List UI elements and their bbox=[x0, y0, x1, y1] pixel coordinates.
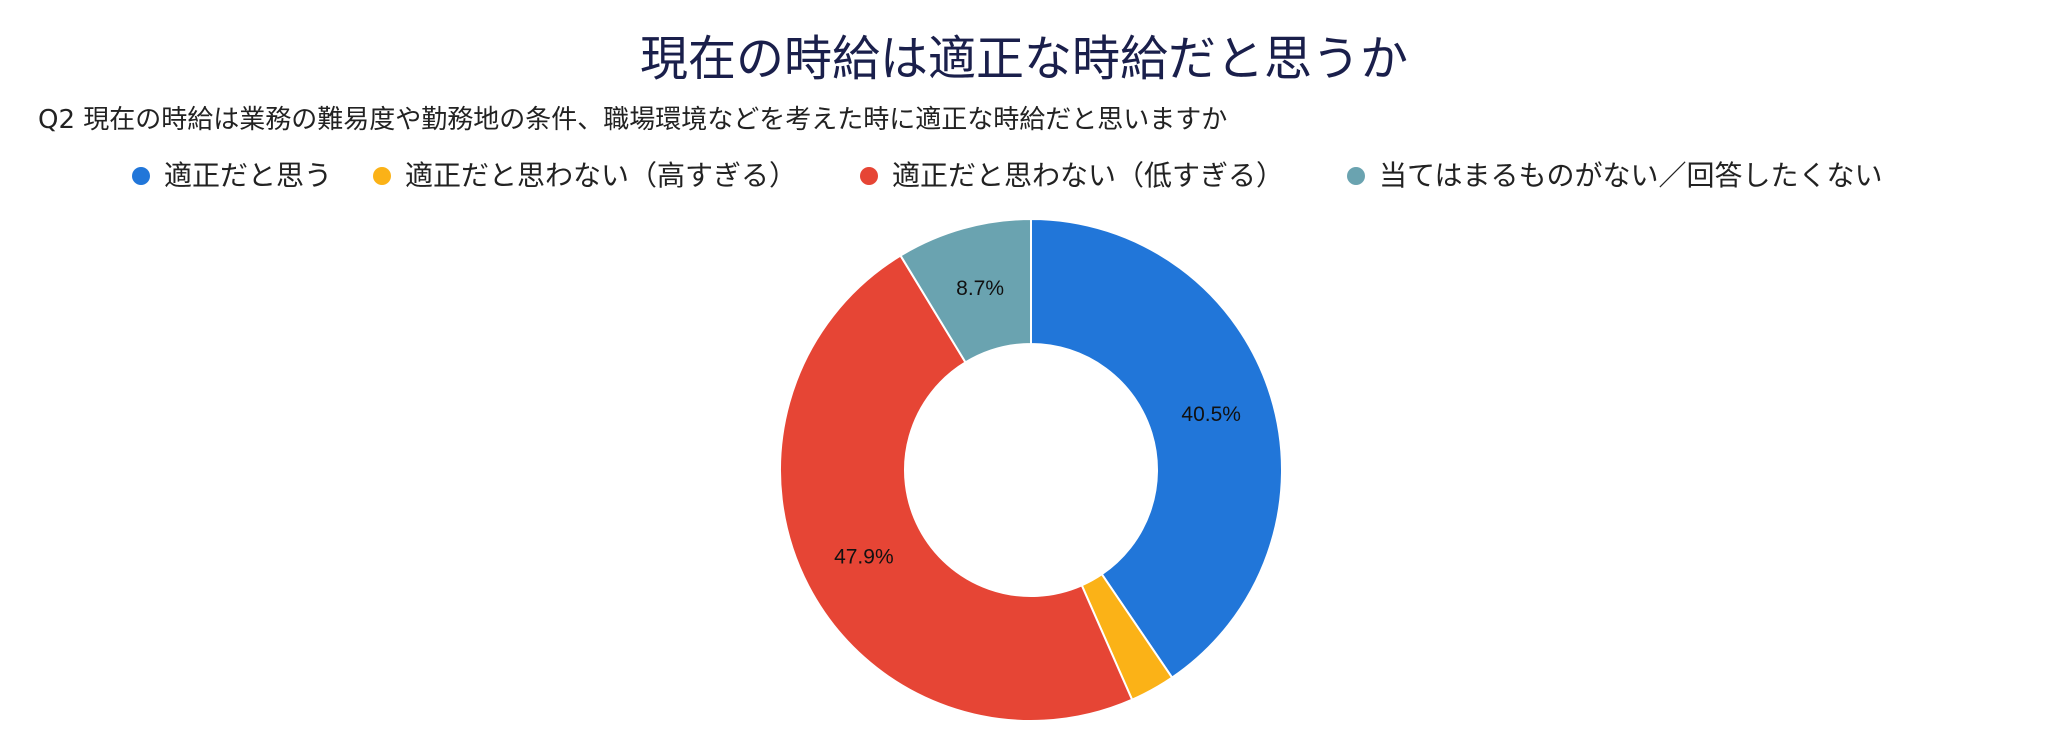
legend-item-appropriate[interactable]: 適正だと思う bbox=[132, 158, 332, 194]
slice-label-0: 40.5% bbox=[1181, 403, 1241, 426]
legend-label: 適正だと思わない（高すぎる） bbox=[405, 159, 798, 192]
donut-slice-2[interactable] bbox=[779, 254, 1134, 723]
legend-item-none[interactable]: 当てはまるものがない／回答したくない bbox=[1347, 158, 1882, 194]
legend-label: 適正だと思わない（低すぎる） bbox=[892, 159, 1285, 192]
legend-dot-icon bbox=[132, 167, 150, 185]
legend-item-too-high[interactable]: 適正だと思わない（高すぎる） bbox=[373, 158, 797, 194]
donut-slice-0[interactable] bbox=[1030, 217, 1283, 679]
slice-label-3: 8.7% bbox=[956, 277, 1004, 300]
slice-label-2: 47.9% bbox=[834, 546, 894, 569]
chart-subtitle: Q2 現在の時給は業務の難易度や勤務地の条件、職場環境などを考えた時に適正な時給… bbox=[38, 105, 1228, 135]
legend-dot-icon bbox=[373, 167, 391, 185]
legend-item-too-low[interactable]: 適正だと思わない（低すぎる） bbox=[860, 158, 1284, 194]
legend-label: 適正だと思う bbox=[164, 159, 333, 192]
legend: 適正だと思う 適正だと思わない（高すぎる） 適正だと思わない（低すぎる） 当ては… bbox=[0, 158, 2048, 194]
chart-title: 現在の時給は適正な時給だと思うか bbox=[639, 31, 1408, 87]
donut-slice-3[interactable] bbox=[899, 217, 1032, 364]
legend-dot-icon bbox=[1347, 167, 1365, 185]
legend-dot-icon bbox=[860, 167, 878, 185]
legend-label: 当てはまるものがない／回答したくない bbox=[1379, 159, 1883, 192]
